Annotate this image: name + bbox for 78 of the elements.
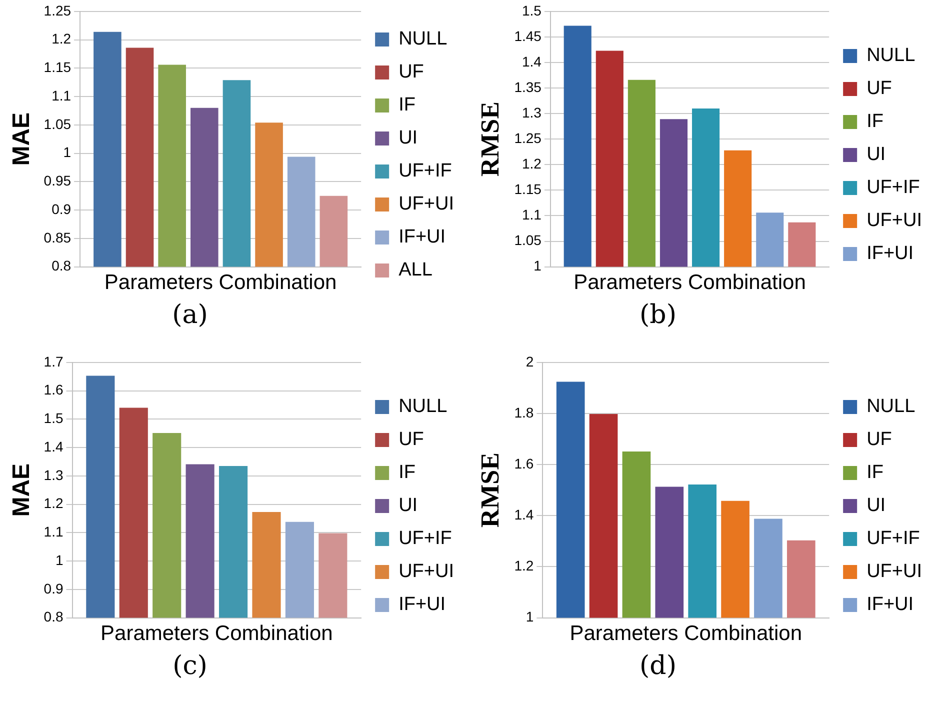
legend-label: IF bbox=[398, 462, 416, 484]
legend-label: IF bbox=[866, 462, 884, 484]
y-tick-label: 1.25 bbox=[514, 130, 542, 146]
legend-label: NULL bbox=[398, 396, 448, 418]
y-tick-label: 0.8 bbox=[44, 608, 64, 625]
y-tick-label: 1.05 bbox=[514, 232, 542, 248]
legend-label: IF bbox=[398, 94, 416, 116]
y-tick-label: 2 bbox=[526, 353, 534, 370]
y-tick-label: 1.45 bbox=[514, 28, 542, 44]
legend-label: UF bbox=[866, 78, 892, 100]
legend-label: UI bbox=[866, 144, 886, 166]
legend-label: UF+UI bbox=[866, 561, 922, 582]
legend-label: IF bbox=[866, 111, 884, 132]
y-tick-label: 1.3 bbox=[44, 466, 64, 483]
legend-label: IF+UI bbox=[866, 243, 914, 264]
legend-label: UF bbox=[398, 62, 424, 83]
y-tick-label: 1.7 bbox=[44, 353, 64, 370]
y-tick-label: 1.2 bbox=[52, 30, 72, 47]
y-tick-label: 0.9 bbox=[52, 200, 72, 217]
text: (c) bbox=[172, 651, 208, 681]
y-tick-label: 1.1 bbox=[44, 524, 64, 540]
y-tick-label: 1 bbox=[55, 552, 64, 568]
text: (b) bbox=[638, 300, 678, 330]
legend-label: NULL bbox=[398, 28, 448, 50]
y-tick-label: 1.6 bbox=[44, 382, 64, 398]
x-axis-title: Parameters Combination bbox=[100, 622, 333, 646]
y-tick-label: 1.25 bbox=[44, 2, 72, 18]
legend-label: UF+IF bbox=[398, 160, 452, 182]
x-axis-title: Parameters Combination bbox=[574, 271, 806, 294]
y-tick-label: 1.2 bbox=[514, 558, 534, 574]
legend-label: NULL bbox=[866, 396, 916, 418]
y-tick-label: 1 bbox=[526, 608, 534, 625]
y-tick-label: 1.35 bbox=[514, 78, 542, 95]
legend-label: IF+UI bbox=[398, 226, 446, 248]
y-tick-label: 1.05 bbox=[44, 116, 72, 132]
y-axis-title: RMSE bbox=[475, 452, 504, 528]
y-tick-label: 0.9 bbox=[44, 580, 64, 596]
y-axis-title: RMSE bbox=[475, 102, 504, 177]
y-tick-label: 0.85 bbox=[44, 229, 72, 246]
x-axis-title: Parameters Combination bbox=[104, 271, 337, 294]
legend-label: UF+UI bbox=[866, 210, 922, 232]
y-tick-label: 1.3 bbox=[522, 104, 542, 120]
x-axis-title: Parameters Combination bbox=[570, 622, 802, 646]
y-tick-label: 1.4 bbox=[514, 506, 534, 522]
y-tick-label: 1 bbox=[534, 258, 542, 274]
y-tick-label: 1.2 bbox=[44, 495, 64, 512]
y-axis-title: MAE bbox=[8, 463, 36, 517]
y-tick-label: 1.2 bbox=[522, 156, 542, 172]
y-tick-label: 1 bbox=[63, 144, 72, 160]
y-tick-label: 1.4 bbox=[44, 438, 64, 454]
y-tick-label: 1.8 bbox=[514, 404, 534, 420]
legend-label: UF+UI bbox=[398, 194, 454, 215]
y-tick-label: 1.1 bbox=[522, 206, 542, 223]
y-tick-label: 0.8 bbox=[52, 258, 72, 274]
y-tick-label: 1.5 bbox=[44, 410, 64, 426]
text: (a) bbox=[171, 300, 209, 330]
legend-label: UF+IF bbox=[398, 528, 452, 550]
y-axis-title: MAE bbox=[8, 112, 36, 166]
legend-label: NULL bbox=[866, 45, 916, 66]
y-tick-label: 1.5 bbox=[522, 2, 542, 18]
legend-label: UI bbox=[398, 495, 418, 516]
legend-label: UF bbox=[398, 429, 424, 450]
legend-label: ALL bbox=[398, 260, 432, 281]
y-tick-label: 0.95 bbox=[44, 172, 72, 189]
legend-label: UF+IF bbox=[866, 177, 920, 198]
y-tick-label: 1.1 bbox=[52, 87, 72, 104]
legend-label: UF bbox=[866, 429, 892, 450]
legend-label: UI bbox=[398, 128, 418, 149]
legend-label: UF+IF bbox=[866, 528, 920, 550]
y-tick-label: 1.4 bbox=[522, 53, 542, 70]
y-tick-label: 1.6 bbox=[514, 455, 534, 472]
y-tick-label: 1.15 bbox=[44, 59, 72, 76]
legend-label: UF+UI bbox=[398, 561, 454, 582]
y-tick-label: 1.15 bbox=[514, 181, 542, 198]
text: (d) bbox=[638, 651, 678, 681]
legend-label: IF+UI bbox=[866, 594, 914, 616]
legend-label: UI bbox=[866, 495, 886, 516]
legend-label: IF+UI bbox=[398, 594, 446, 616]
